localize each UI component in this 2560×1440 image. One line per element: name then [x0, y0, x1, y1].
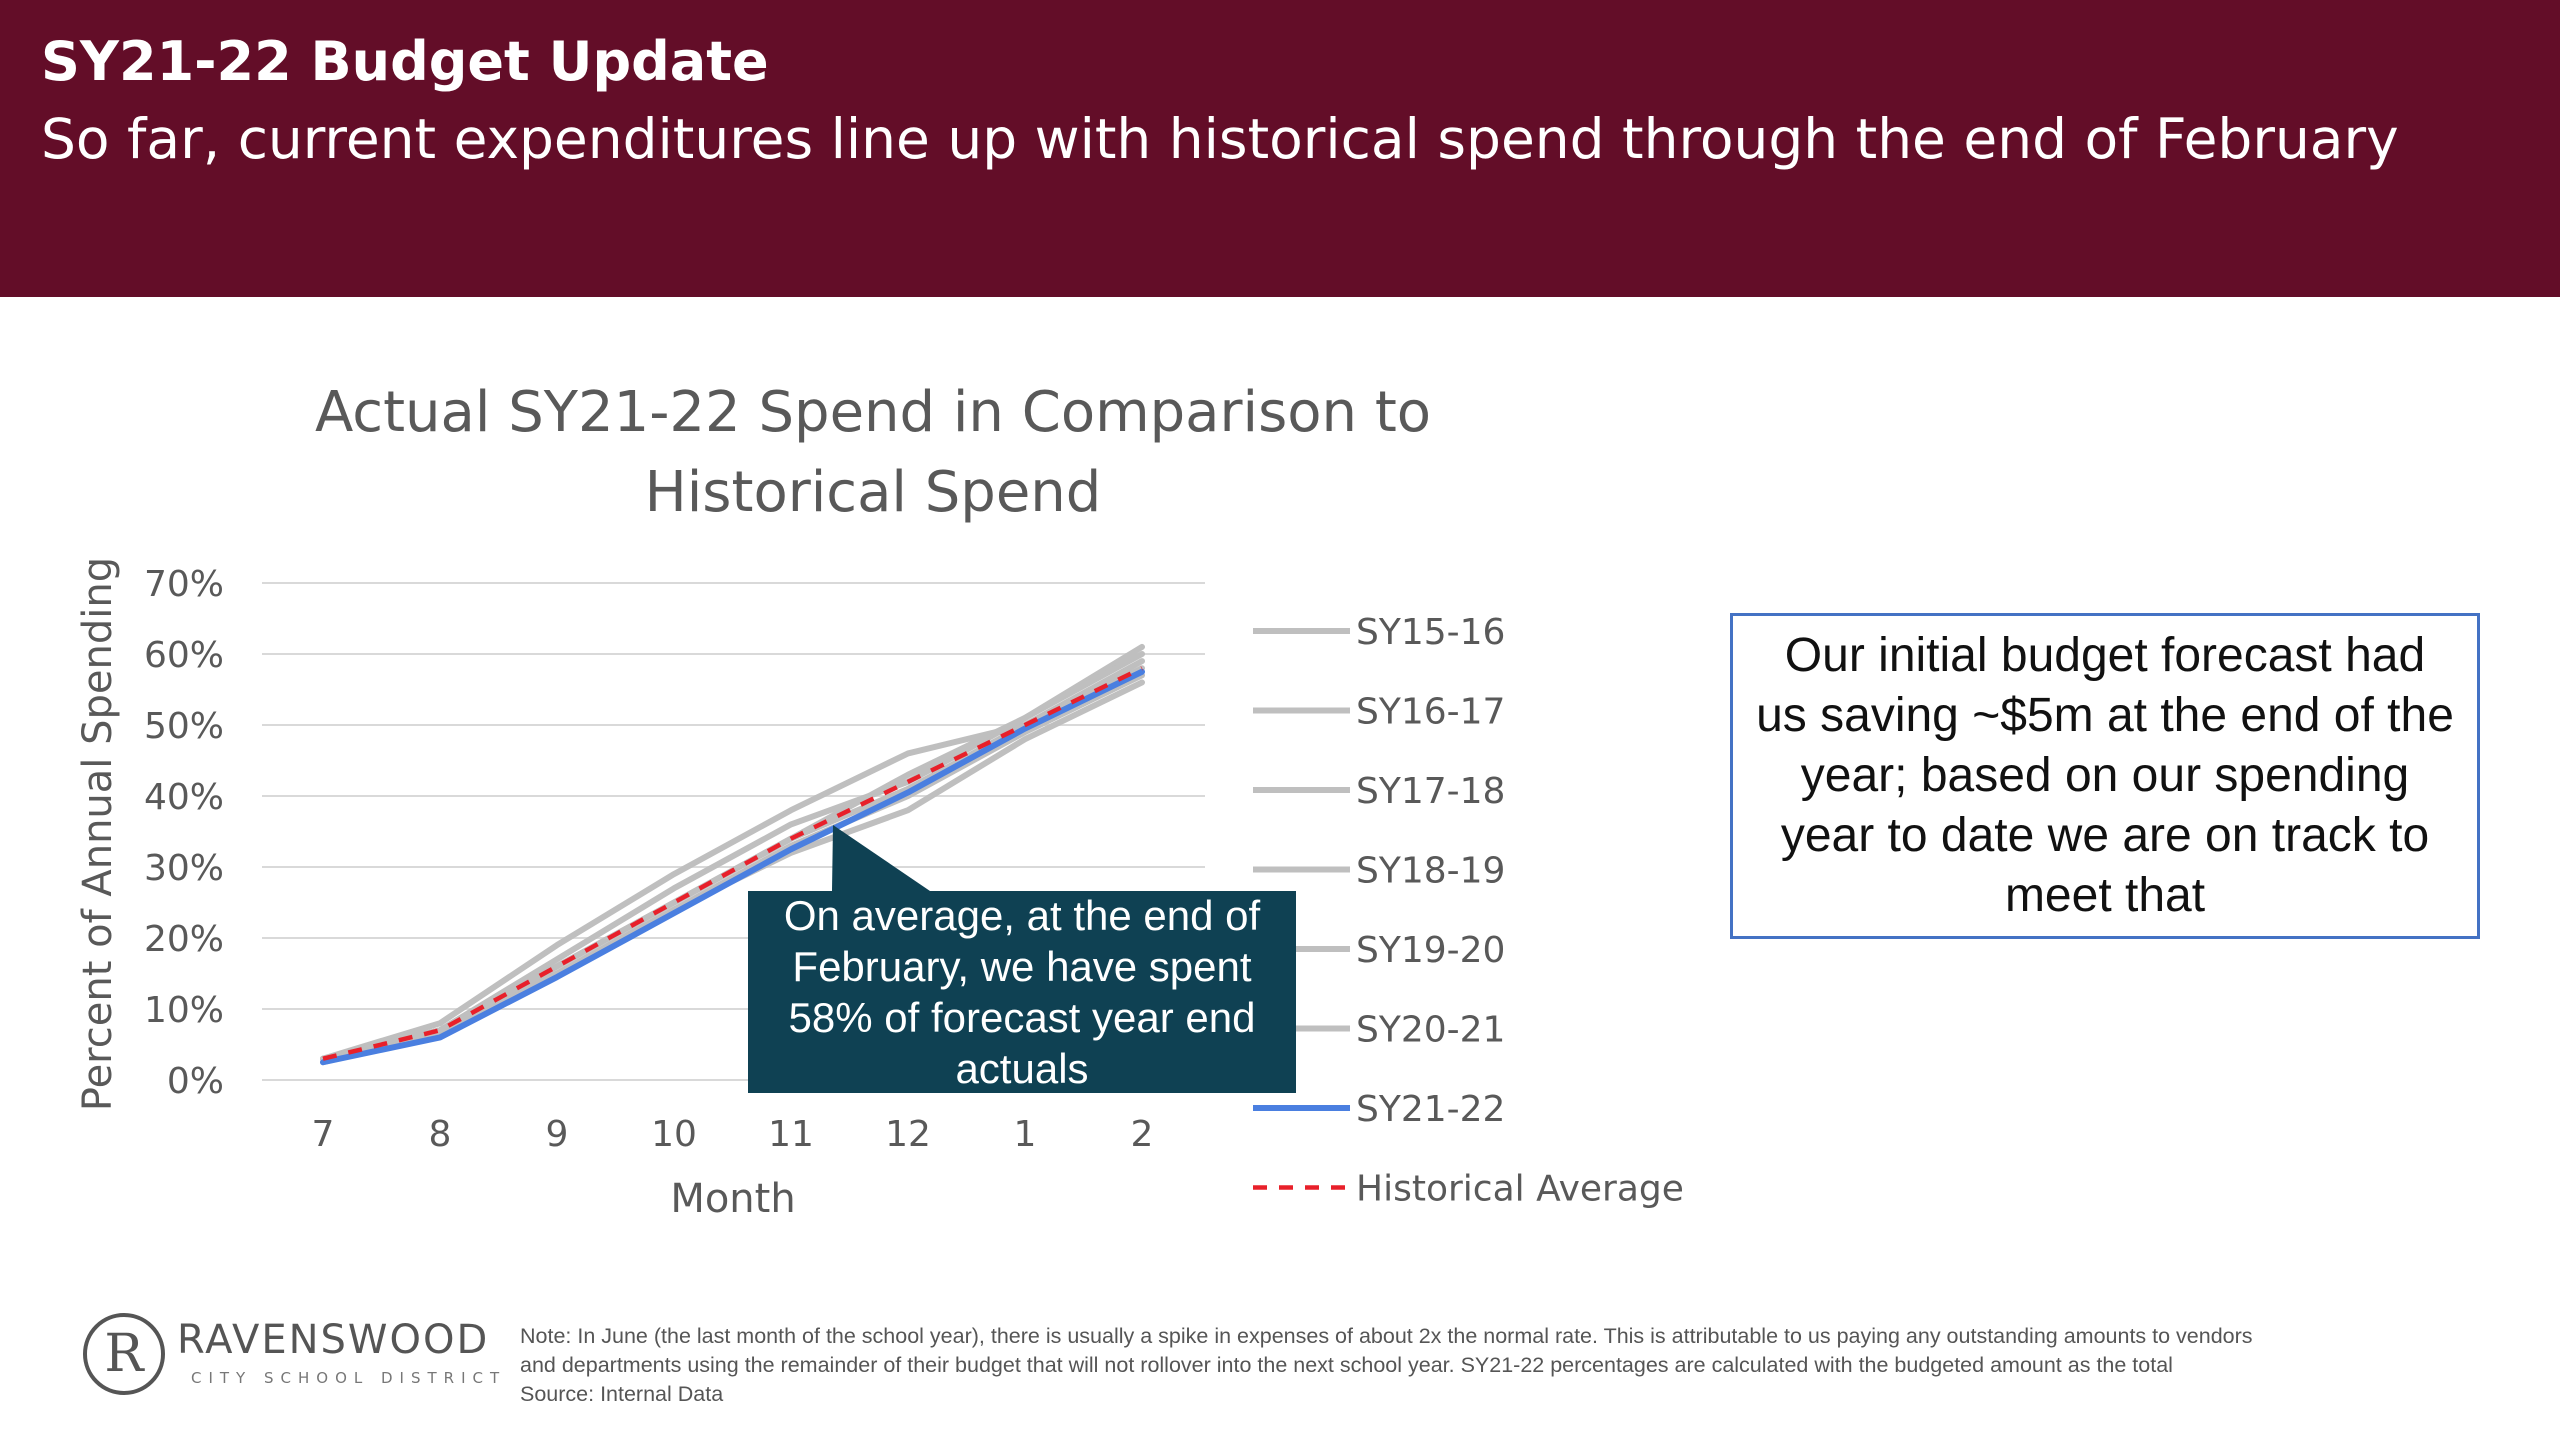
x-tick-label: 7: [312, 1114, 335, 1155]
legend-label: SY16-17: [1356, 692, 1505, 733]
legend-label: SY21-22: [1356, 1089, 1505, 1130]
x-tick-label: 12: [885, 1114, 931, 1155]
series-line: [320, 668, 1145, 1066]
page-subtitle: So far, current expenditures line up wit…: [41, 107, 2399, 171]
title-banner: SY21-22 Budget Update So far, current ex…: [0, 0, 2560, 297]
forecast-note-box: Our initial budget forecast had us savin…: [1730, 613, 2480, 939]
y-tick-label: 70%: [144, 564, 224, 605]
page-title: SY21-22 Budget Update: [41, 30, 769, 93]
spend-line-chart: Actual SY21-22 Spend in Comparison to His…: [75, 380, 1684, 1222]
footnote-source: Source: Internal Data: [520, 1382, 724, 1406]
district-logo: R RAVENSWOOD CITY SCHOOL DISTRICT: [83, 1313, 499, 1409]
y-tick-label: 10%: [144, 990, 224, 1031]
legend-label: SY19-20: [1356, 930, 1505, 971]
x-tick-label: 1: [1014, 1114, 1037, 1155]
chart-title-line: Actual SY21-22 Spend in Comparison to: [315, 380, 1431, 445]
y-tick-label: 60%: [144, 635, 224, 676]
x-tick-label: 11: [768, 1114, 814, 1155]
footnote-line-1: Note: In June (the last month of the sch…: [520, 1324, 2253, 1348]
legend-label: SY17-18: [1356, 771, 1505, 812]
series-line: [320, 672, 1145, 1066]
chart-title-line: Historical Spend: [645, 460, 1102, 525]
callout-pointer: [832, 825, 930, 891]
x-tick-label: 2: [1131, 1114, 1154, 1155]
x-tick-label: 9: [546, 1114, 569, 1155]
y-tick-label: 20%: [144, 919, 224, 960]
series-line: [322, 666, 1143, 1061]
y-tick-label: 30%: [144, 848, 224, 889]
logo-subtitle: CITY SCHOOL DISTRICT: [191, 1369, 507, 1387]
chart-callout: On average, at the end of February, we h…: [748, 891, 1296, 1093]
legend-label: SY15-16: [1356, 612, 1505, 653]
logo-letter: R: [104, 1324, 144, 1384]
y-tick-label: 0%: [167, 1061, 224, 1102]
logo-emblem: R: [83, 1313, 165, 1395]
forecast-note-text: Our initial budget forecast had us savin…: [1756, 629, 2454, 922]
chart-callout-text: On average, at the end of February, we h…: [783, 892, 1261, 1092]
x-axis-title: Month: [670, 1176, 795, 1222]
x-tick-label: 8: [429, 1114, 452, 1155]
footnote-line-2: and departments using the remainder of t…: [520, 1353, 2173, 1377]
y-tick-label: 40%: [144, 777, 224, 818]
legend-label: SY20-21: [1356, 1010, 1505, 1051]
y-axis-title: Percent of Annual Spending: [75, 557, 121, 1111]
y-tick-label: 50%: [144, 706, 224, 747]
legend-label: Historical Average: [1356, 1169, 1684, 1210]
x-tick-label: 10: [651, 1114, 697, 1155]
logo-name: RAVENSWOOD: [177, 1317, 490, 1363]
legend-label: SY18-19: [1356, 851, 1505, 892]
footnote: Note: In June (the last month of the sch…: [520, 1322, 2520, 1409]
